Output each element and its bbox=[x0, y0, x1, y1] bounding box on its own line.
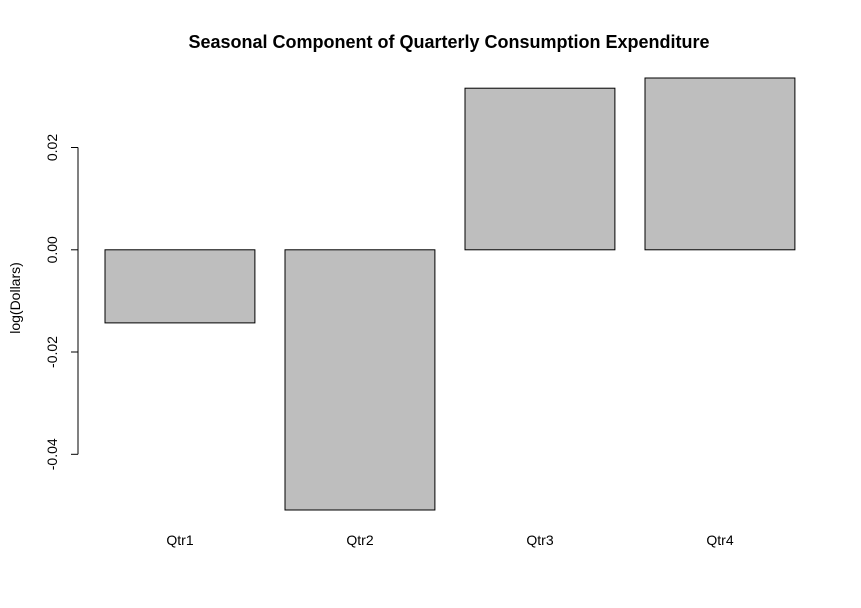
bars-layer bbox=[104, 77, 796, 511]
x-tick-label-qtr2: Qtr2 bbox=[346, 532, 373, 548]
bar-qtr4 bbox=[644, 77, 796, 251]
x-tick-label-qtr4: Qtr4 bbox=[706, 532, 733, 548]
x-tick-labels: Qtr1 Qtr2 Qtr3 Qtr4 bbox=[166, 532, 733, 548]
y-tick-label: -0.02 bbox=[44, 336, 60, 368]
x-tick-label-qtr3: Qtr3 bbox=[526, 532, 553, 548]
x-tick-label-qtr1: Qtr1 bbox=[166, 532, 193, 548]
y-tick-label: 0.00 bbox=[44, 236, 60, 263]
y-tick-label: -0.04 bbox=[44, 438, 60, 470]
bar-qtr1 bbox=[104, 249, 256, 324]
y-tick-label: 0.02 bbox=[44, 134, 60, 161]
y-axis-label: log(Dollars) bbox=[7, 262, 23, 334]
chart-title: Seasonal Component of Quarterly Consumpt… bbox=[188, 32, 709, 52]
y-axis: -0.04 -0.02 0.00 0.02 bbox=[44, 134, 79, 470]
bar-qtr2 bbox=[284, 249, 436, 511]
bar-qtr3 bbox=[464, 87, 616, 251]
